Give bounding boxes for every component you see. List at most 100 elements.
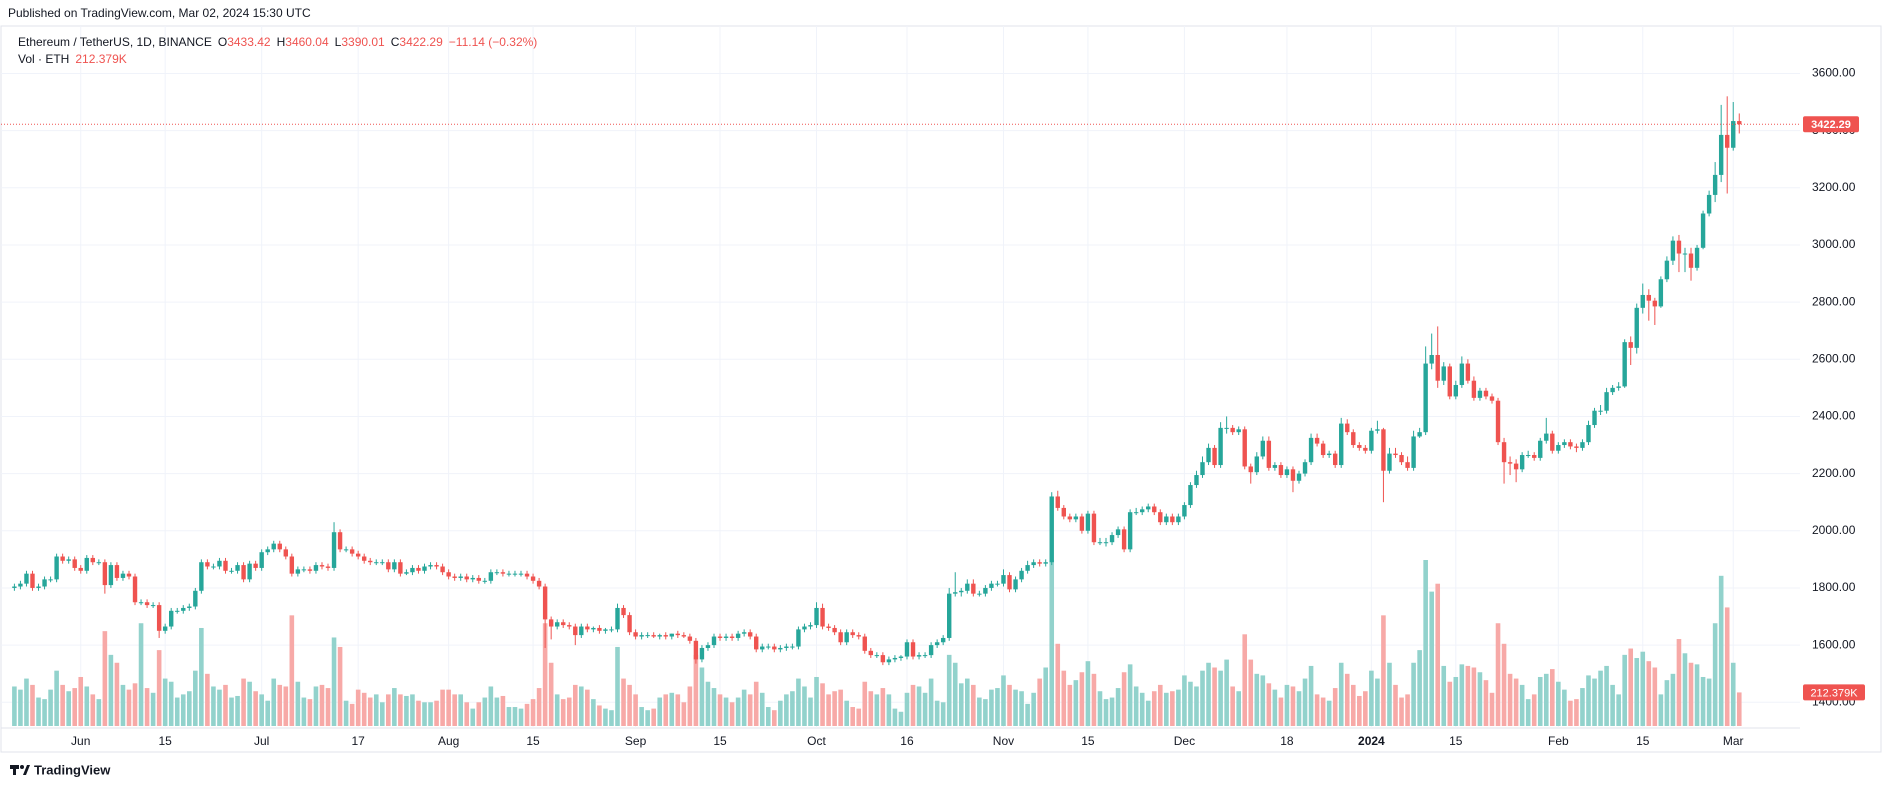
volume-bar <box>723 697 729 726</box>
volume-bar <box>349 703 355 726</box>
candle-body <box>1164 516 1169 523</box>
volume-bar <box>404 695 409 726</box>
volume-bar <box>1145 700 1151 726</box>
volume-bar <box>1212 667 1217 726</box>
volume-bar <box>1260 675 1266 726</box>
candle-body <box>1622 342 1627 387</box>
candle-body <box>1525 455 1531 457</box>
candle-body <box>916 655 922 657</box>
x-tick-label: 15 <box>1636 734 1650 748</box>
candle-body <box>1652 300 1658 307</box>
candle-body <box>940 637 946 643</box>
volume-bar <box>1043 667 1049 726</box>
candle-body <box>1001 575 1006 584</box>
candle-body <box>1731 121 1736 148</box>
volume-bar <box>1411 662 1416 726</box>
volume-bar <box>1103 699 1109 726</box>
volume-bar <box>1640 651 1646 726</box>
volume-bar <box>12 686 17 726</box>
volume-bar <box>355 689 361 726</box>
volume-bar <box>1344 673 1350 726</box>
volume-bar <box>579 686 584 726</box>
x-tick-label: 15 <box>1449 734 1463 748</box>
candle-body <box>922 655 928 657</box>
volume-bar <box>1694 664 1700 726</box>
candle-body <box>675 633 681 636</box>
candle-body <box>657 635 662 637</box>
volume-bar <box>572 684 578 726</box>
volume-bar <box>1652 667 1658 726</box>
volume-bar <box>1338 662 1344 726</box>
last-price-label: 3422.29 <box>1811 119 1851 131</box>
candle-body <box>36 586 41 588</box>
candle-body <box>1218 427 1223 466</box>
candle-body <box>669 633 674 637</box>
volume-bar <box>1037 678 1042 726</box>
volume-bar <box>410 694 415 726</box>
candle-body <box>1465 363 1471 381</box>
volume-bar <box>1272 689 1278 726</box>
candle-body <box>1423 363 1428 433</box>
legend-value: 3390.01 <box>341 35 385 49</box>
candle-body <box>802 626 807 630</box>
candle-body <box>1326 453 1332 456</box>
legend-title: Ethereum / TetherUS, 1D, BINANCE <box>18 35 212 49</box>
volume-bar <box>880 688 886 726</box>
legend-key: O <box>217 35 228 49</box>
candle-body <box>910 642 916 657</box>
volume-bar <box>452 694 457 726</box>
candle-body <box>416 567 421 571</box>
candle-body <box>422 566 427 571</box>
candle-body <box>1604 392 1609 411</box>
candle-body <box>512 573 518 575</box>
volume-bar <box>1543 673 1549 726</box>
volume-bar <box>1664 680 1670 726</box>
volume-bar <box>687 686 693 726</box>
candle-body <box>1248 466 1253 473</box>
volume-bar <box>645 710 650 726</box>
candle-body <box>30 573 35 588</box>
candle-body <box>1700 213 1706 248</box>
candle-body <box>567 625 572 627</box>
volume-bar <box>180 694 186 726</box>
candle-body <box>54 556 59 580</box>
candle-body <box>90 557 96 563</box>
candle-body <box>187 606 192 608</box>
x-tick-label: 15 <box>1081 734 1095 748</box>
volume-bar <box>832 691 837 726</box>
candle-body <box>778 647 783 650</box>
candle-body <box>229 570 234 572</box>
candle-body <box>181 607 186 611</box>
candle-body <box>1278 465 1284 476</box>
candle-body <box>723 636 729 638</box>
volume-bar <box>247 681 252 726</box>
candle-body <box>959 590 964 593</box>
candle-body <box>193 590 198 607</box>
volume-bar <box>753 681 759 726</box>
candle-body <box>633 632 638 637</box>
y-tick-label: 2800.00 <box>1812 294 1856 308</box>
volume-bar <box>560 699 566 726</box>
candle-body <box>1152 506 1157 513</box>
volume-bar <box>1121 672 1127 726</box>
candle-body <box>651 635 656 637</box>
candle-body <box>1146 506 1151 510</box>
candle-body <box>573 626 578 636</box>
candle-body <box>838 632 843 643</box>
volume-bar <box>518 708 524 726</box>
volume-bar <box>1049 560 1055 726</box>
candle-body <box>772 646 777 650</box>
candle-body <box>289 556 295 574</box>
candle-body <box>349 549 355 554</box>
candle-body <box>1556 445 1561 451</box>
candle-body <box>319 565 325 567</box>
candle-body <box>971 583 976 594</box>
volume-bar <box>398 694 403 726</box>
candle-body <box>1230 427 1235 433</box>
volume-bar <box>1531 694 1537 726</box>
volume-bar <box>1622 654 1627 726</box>
volume-bar <box>108 654 114 726</box>
volume-bar <box>964 678 970 726</box>
candle-body <box>223 560 228 571</box>
